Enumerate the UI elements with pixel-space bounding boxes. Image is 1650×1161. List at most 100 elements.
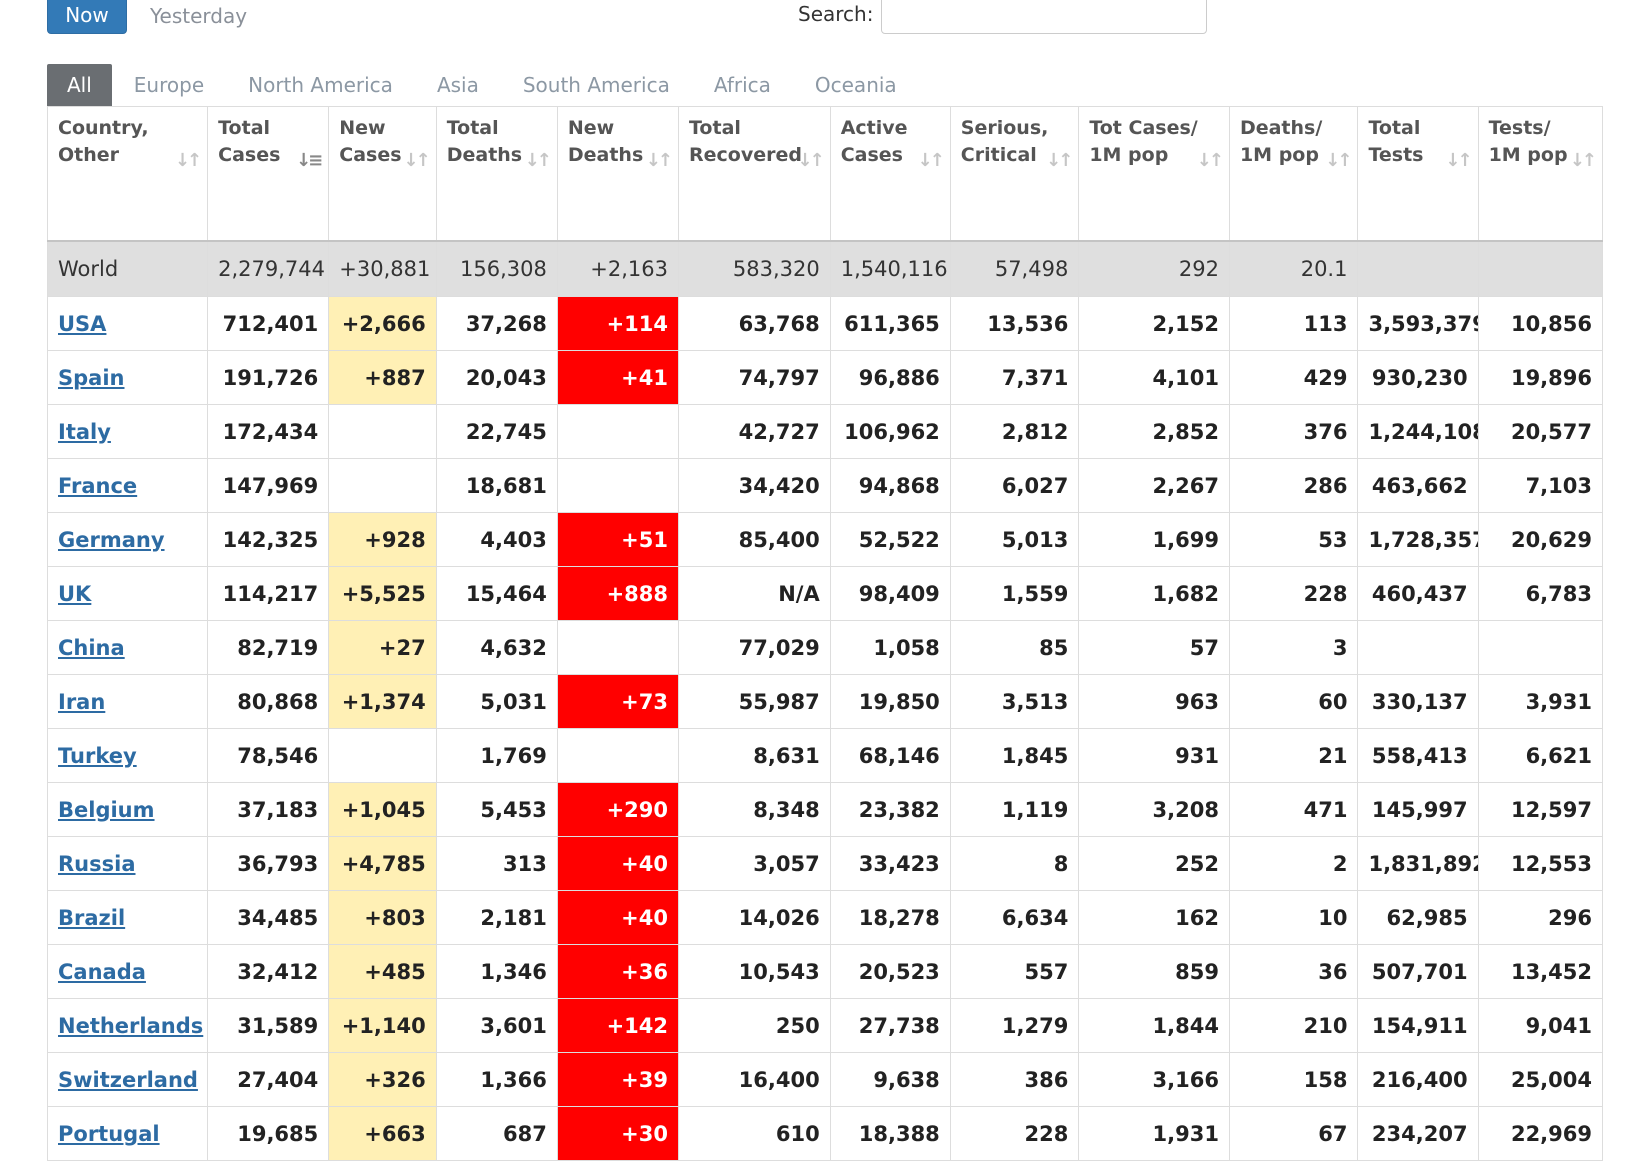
cell-total-tests: 1,244,108 (1357, 404, 1479, 459)
country-link[interactable]: UK (58, 581, 92, 606)
cell-deaths-per-1m: 113 (1228, 296, 1359, 351)
cell-tests-per-1m: 22,969 (1477, 1106, 1604, 1161)
cell-new-cases: +803 (328, 890, 437, 945)
sort-arrows-icon[interactable]: ↓↑ (1325, 150, 1352, 171)
column-header-label: Total (689, 117, 741, 139)
sort-arrows-icon[interactable]: ↓↑ (1046, 150, 1073, 171)
country-link[interactable]: France (58, 473, 138, 498)
cell-new-deaths: +39 (556, 1052, 680, 1107)
search-input[interactable] (881, 0, 1207, 34)
column-header-active-cases[interactable]: Active Cases ↓↑ (829, 106, 951, 242)
cell-tests-per-1m: 10,856 (1477, 296, 1604, 351)
column-header-label: Cases (218, 144, 281, 166)
cell-new-deaths: +888 (556, 566, 680, 621)
cell-country: USA (46, 296, 209, 351)
cell-total-deaths: 1,769 (435, 728, 558, 783)
country-link[interactable]: Switzerland (58, 1067, 198, 1092)
sort-arrows-icon[interactable]: ↓↑ (174, 150, 202, 171)
cell-total-recovered: 3,057 (678, 836, 831, 891)
cell-tot-cases-per-1m: 162 (1078, 890, 1230, 945)
cell-new-deaths: +41 (556, 350, 680, 405)
country-link[interactable]: China (58, 635, 125, 660)
cell-new-deaths: +40 (556, 836, 680, 891)
tab-africa[interactable]: Africa (713, 73, 771, 97)
tab-europe[interactable]: Europe (133, 73, 205, 97)
column-header-label: Total (218, 117, 271, 139)
cell-active-cases: 23,382 (829, 782, 951, 837)
column-header-total-recovered[interactable]: Total Recovered ↓↑ (678, 106, 831, 242)
cell-new-deaths: +2,163 (556, 240, 680, 297)
column-header-country[interactable]: Country, Other ↓↑ (46, 106, 209, 242)
tab-south-america[interactable]: South America (522, 73, 670, 97)
tab-all[interactable]: All (47, 64, 112, 106)
table-row: UK 114,217 +5,525 15,464 +888 N/A 98,409 1,559 1… (46, 566, 1604, 621)
country-link[interactable]: Brazil (58, 905, 126, 930)
cell-total-tests: 930,230 (1357, 350, 1479, 405)
sort-arrows-icon[interactable]: ↓↑ (403, 150, 431, 171)
country-link[interactable]: Portugal (58, 1121, 160, 1146)
column-header-label: Cases (840, 144, 903, 166)
cell-total-deaths: 5,453 (435, 782, 558, 837)
yesterday-link[interactable]: Yesterday (150, 4, 248, 28)
country-link[interactable]: Belgium (58, 797, 155, 822)
column-header-new-deaths[interactable]: New Deaths ↓↑ (556, 106, 680, 242)
sort-arrows-icon[interactable]: ↓↑ (1196, 150, 1224, 171)
cell-serious-critical: 7,371 (949, 350, 1080, 405)
world-row: World 2,279,744 +30,881 156,308 +2,163 583,32… (46, 240, 1604, 297)
column-header-label: Deaths (446, 144, 523, 166)
country-link[interactable]: Russia (58, 851, 136, 876)
sort-arrows-icon[interactable]: ↓↑ (1569, 150, 1597, 171)
table-row: USA 712,401 +2,666 37,268 +114 63,768 611,365 1… (46, 296, 1604, 351)
country-link[interactable]: USA (58, 311, 107, 336)
tab-asia[interactable]: Asia (436, 73, 479, 97)
cell-tot-cases-per-1m: 2,267 (1078, 458, 1230, 513)
cell-total-cases: 31,589 (207, 998, 330, 1053)
cell-tests-per-1m: 296 (1477, 890, 1604, 945)
cell-tot-cases-per-1m: 4,101 (1078, 350, 1230, 405)
cell-tot-cases-per-1m: 3,208 (1078, 782, 1230, 837)
now-button[interactable]: Now (47, 0, 127, 34)
cell-new-cases: +1,374 (328, 674, 437, 729)
table-row: Canada 32,412 +485 1,346 +36 10,543 20,523 557 8… (46, 944, 1604, 999)
country-link[interactable]: Canada (58, 959, 146, 984)
column-header-serious-critical[interactable]: Serious, Critical ↓↑ (949, 106, 1080, 242)
column-header-tests-per-1m[interactable]: Tests/1M pop ↓↑ (1477, 106, 1604, 242)
region-tabs: All Europe North America Asia South America A… (47, 64, 919, 106)
column-header-total-deaths[interactable]: Total Deaths ↓↑ (435, 106, 558, 242)
column-header-new-cases[interactable]: New Cases ↓↑ (328, 106, 437, 242)
country-link[interactable]: Germany (58, 527, 165, 552)
tab-north-america[interactable]: North America (248, 73, 393, 97)
cell-total-tests: 145,997 (1357, 782, 1479, 837)
country-link[interactable]: Italy (58, 419, 111, 444)
column-header-total-tests[interactable]: Total Tests ↓↑ (1357, 106, 1479, 242)
sort-arrows-icon[interactable]: ↓↑ (1445, 150, 1472, 171)
cell-total-tests: 1,728,357 (1357, 512, 1479, 567)
cell-total-recovered: 63,768 (678, 296, 831, 351)
cell-tests-per-1m: 12,553 (1477, 836, 1604, 891)
column-header-total-cases[interactable]: Total Cases ↓≡ (207, 106, 330, 242)
cell-new-deaths: +290 (556, 782, 680, 837)
sort-arrows-icon[interactable]: ↓≡ (296, 150, 323, 171)
cell-tests-per-1m: 20,629 (1477, 512, 1604, 567)
cell-country: France (46, 458, 209, 513)
sort-arrows-icon[interactable]: ↓↑ (524, 150, 552, 171)
sort-arrows-icon[interactable]: ↓↑ (917, 150, 945, 171)
tab-oceania[interactable]: Oceania (814, 73, 897, 97)
country-link[interactable]: Iran (58, 689, 106, 714)
country-link[interactable]: Spain (58, 365, 125, 390)
country-link[interactable]: Turkey (58, 743, 137, 768)
cell-total-cases: 114,217 (207, 566, 330, 621)
cell-deaths-per-1m: 53 (1228, 512, 1359, 567)
cell-total-deaths: 3,601 (435, 998, 558, 1053)
cell-new-deaths (556, 458, 680, 513)
cell-total-cases: 19,685 (207, 1106, 330, 1161)
cell-total-tests: 460,437 (1357, 566, 1479, 621)
column-header-tot-cases-per-1m[interactable]: Tot Cases/1M pop ↓↑ (1078, 106, 1230, 242)
sort-arrows-icon[interactable]: ↓↑ (797, 150, 825, 171)
sort-arrows-icon[interactable]: ↓↑ (645, 150, 673, 171)
cell-total-recovered: 42,727 (678, 404, 831, 459)
country-link[interactable]: Netherlands (58, 1013, 204, 1038)
cell-country: UK (46, 566, 209, 621)
column-header-deaths-per-1m[interactable]: Deaths/1M pop ↓↑ (1228, 106, 1359, 242)
cell-total-deaths: 15,464 (435, 566, 558, 621)
